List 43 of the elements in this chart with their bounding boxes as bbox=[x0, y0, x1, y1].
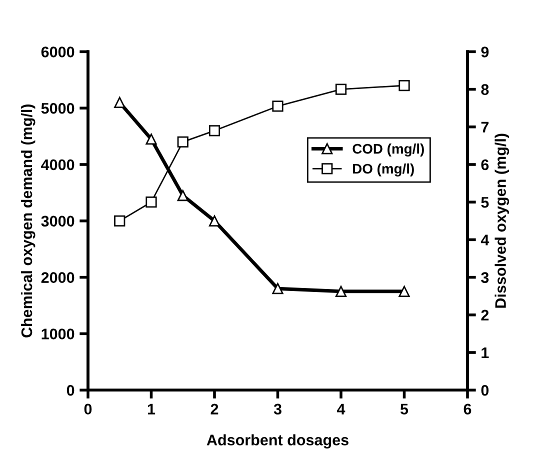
y2-tick-label: 5 bbox=[481, 197, 489, 208]
x-tick-label: 4 bbox=[336, 404, 346, 414]
point bbox=[177, 136, 188, 148]
point bbox=[146, 134, 157, 145]
point bbox=[335, 84, 347, 95]
point bbox=[272, 100, 284, 112]
y2-tick-label: 0 bbox=[481, 384, 489, 396]
y-axis-title: Chemical oxygen demand (mg/l) bbox=[20, 104, 36, 338]
y-tick-label: 5000 bbox=[41, 102, 74, 114]
y2-tick-label: 3 bbox=[481, 272, 489, 284]
point bbox=[398, 286, 410, 297]
x-tick-label: 5 bbox=[400, 404, 408, 415]
point bbox=[208, 215, 220, 226]
y2-tick-label: 6 bbox=[481, 159, 489, 170]
y-tick-label: 3000 bbox=[41, 216, 74, 227]
x-tick-label: 3 bbox=[274, 404, 282, 415]
y2-tick-label: 1 bbox=[482, 348, 489, 358]
x-tick-label: 6 bbox=[464, 404, 472, 415]
y2-tick-label: 9 bbox=[481, 46, 489, 58]
legend-label: COD (mg/l) bbox=[352, 144, 424, 157]
point bbox=[272, 283, 284, 294]
point bbox=[208, 125, 220, 136]
x-tick-label: 0 bbox=[84, 404, 92, 415]
point bbox=[398, 80, 410, 92]
x-tick-label: 2 bbox=[210, 404, 218, 414]
point bbox=[114, 96, 126, 108]
y-tick-label: 1000 bbox=[42, 328, 74, 340]
point bbox=[177, 190, 188, 202]
x-axis-title: Adsorbent dosages bbox=[206, 434, 348, 449]
y2-tick-label: 8 bbox=[481, 84, 489, 95]
y2-tick-label: 4 bbox=[480, 234, 490, 246]
y-tick-label: 4000 bbox=[41, 159, 74, 170]
y-tick-label: 0 bbox=[66, 384, 74, 396]
y2-axis-title: Dissolved oxygen (mg/l) bbox=[494, 134, 510, 308]
y2-tick-label: 2 bbox=[481, 310, 489, 320]
legend-label: DO (mg/l) bbox=[353, 163, 414, 176]
x-tick-label: 1 bbox=[148, 404, 156, 414]
y-tick-label: 2000 bbox=[41, 272, 74, 283]
point bbox=[114, 215, 126, 226]
point bbox=[146, 196, 157, 208]
y-tick-label: 6000 bbox=[41, 46, 74, 58]
point bbox=[335, 286, 347, 297]
y2-tick-label: 7 bbox=[481, 122, 489, 132]
